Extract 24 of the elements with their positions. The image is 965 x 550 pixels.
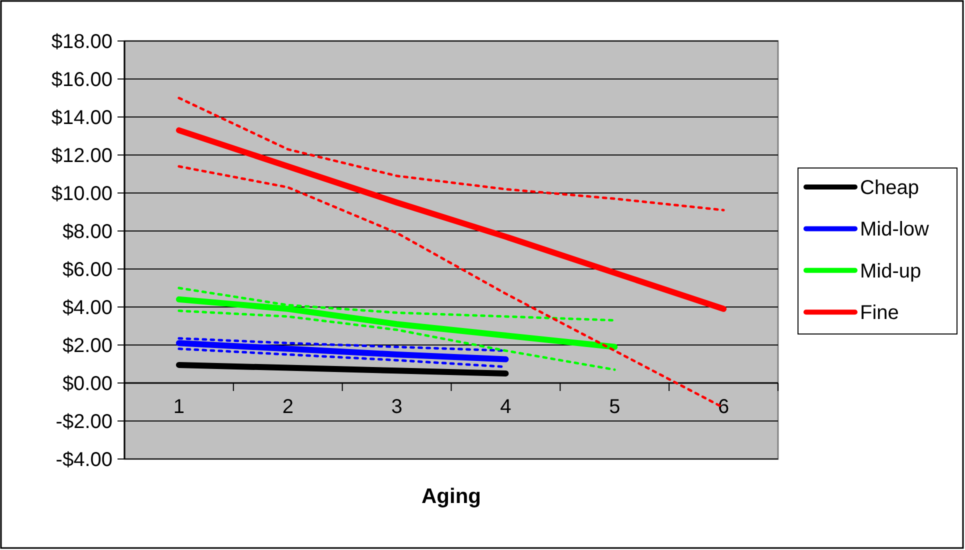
- y-tick-label: $10.00: [51, 183, 112, 205]
- y-tick-label: $18.00: [51, 31, 112, 53]
- y-tick-label: -$2.00: [56, 411, 112, 433]
- y-tick-label: $14.00: [51, 107, 112, 129]
- y-tick-label: $2.00: [62, 335, 112, 357]
- y-tick-label: $12.00: [51, 145, 112, 167]
- legend-label: Fine: [860, 302, 899, 324]
- y-tick-label: $6.00: [62, 259, 112, 281]
- x-tick-label: 5: [609, 396, 620, 418]
- x-tick-label: 3: [391, 396, 402, 418]
- y-tick-label: $4.00: [62, 297, 112, 319]
- x-tick-label: 2: [282, 396, 294, 418]
- y-tick-label: $16.00: [51, 69, 112, 91]
- legend-label: Mid-up: [860, 260, 922, 282]
- legend-label: Mid-low: [860, 218, 930, 241]
- x-tick-label: 6: [718, 396, 730, 418]
- y-tick-label: $0.00: [62, 373, 112, 395]
- x-tick-label: 4: [500, 396, 512, 418]
- x-tick-label: 1: [173, 396, 185, 418]
- y-tick-label: $8.00: [62, 221, 112, 243]
- x-axis-title: Aging: [422, 485, 481, 508]
- y-tick-label: -$4.00: [56, 449, 112, 471]
- legend-label: Cheap: [860, 177, 919, 199]
- line-series: [178, 96, 725, 212]
